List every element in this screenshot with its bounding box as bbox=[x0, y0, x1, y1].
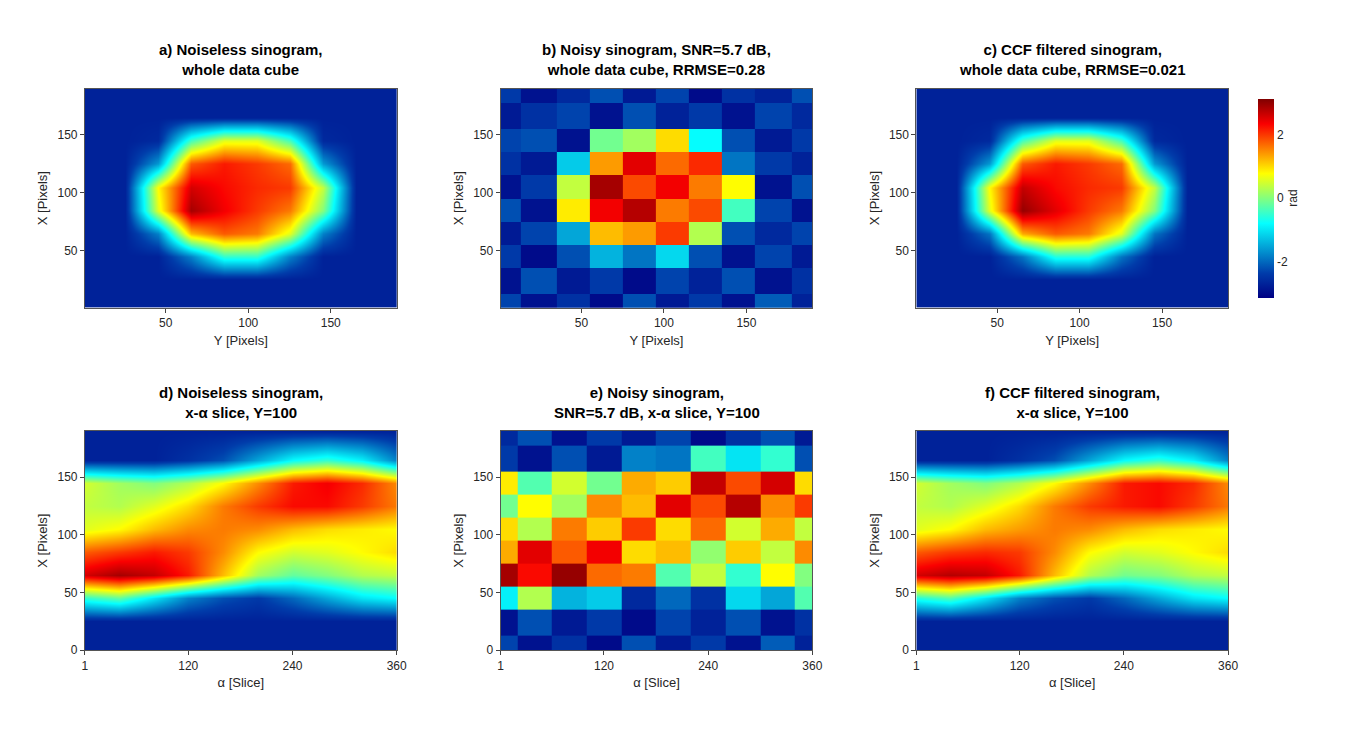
svg-text:α [Slice]: α [Slice] bbox=[218, 675, 265, 690]
svg-text:1: 1 bbox=[497, 659, 504, 673]
svg-text:120: 120 bbox=[594, 659, 614, 673]
svg-text:240: 240 bbox=[1114, 659, 1134, 673]
svg-text:b) Noisy sinogram, SNR=5.7 dB,: b) Noisy sinogram, SNR=5.7 dB,whole data… bbox=[542, 41, 771, 78]
svg-text:-2: -2 bbox=[1277, 255, 1288, 269]
svg-text:0: 0 bbox=[487, 643, 494, 657]
svg-text:X [Pixels]: X [Pixels] bbox=[35, 514, 50, 568]
svg-text:Y [Pixels]: Y [Pixels] bbox=[214, 333, 268, 348]
svg-text:X [Pixels]: X [Pixels] bbox=[451, 514, 466, 568]
svg-text:100: 100 bbox=[238, 316, 258, 330]
svg-text:100: 100 bbox=[473, 186, 493, 200]
svg-text:1: 1 bbox=[82, 659, 89, 673]
svg-text:X [Pixels]: X [Pixels] bbox=[867, 171, 882, 225]
svg-text:360: 360 bbox=[802, 659, 822, 673]
svg-text:Y [Pixels]: Y [Pixels] bbox=[1045, 333, 1099, 348]
svg-text:100: 100 bbox=[1070, 316, 1090, 330]
svg-text:50: 50 bbox=[480, 244, 494, 258]
svg-text:50: 50 bbox=[896, 586, 910, 600]
svg-text:150: 150 bbox=[889, 470, 909, 484]
svg-text:f) CCF filtered sinogram,x-α s: f) CCF filtered sinogram,x-α slice, Y=10… bbox=[985, 384, 1160, 421]
svg-text:α [Slice]: α [Slice] bbox=[633, 675, 680, 690]
svg-text:1: 1 bbox=[913, 659, 920, 673]
svg-text:50: 50 bbox=[480, 586, 494, 600]
svg-text:Y [Pixels]: Y [Pixels] bbox=[630, 333, 684, 348]
svg-text:150: 150 bbox=[321, 316, 341, 330]
svg-text:100: 100 bbox=[889, 528, 909, 542]
svg-text:2: 2 bbox=[1277, 128, 1284, 142]
svg-text:e) Noisy sinogram,SNR=5.7 dB,: e) Noisy sinogram,SNR=5.7 dB, x-α slice,… bbox=[554, 384, 760, 421]
svg-text:100: 100 bbox=[654, 316, 674, 330]
svg-text:50: 50 bbox=[64, 586, 78, 600]
svg-text:100: 100 bbox=[889, 186, 909, 200]
svg-text:150: 150 bbox=[1152, 316, 1172, 330]
svg-text:100: 100 bbox=[58, 528, 78, 542]
svg-text:α [Slice]: α [Slice] bbox=[1049, 675, 1096, 690]
svg-text:240: 240 bbox=[698, 659, 718, 673]
svg-text:X [Pixels]: X [Pixels] bbox=[867, 514, 882, 568]
svg-text:0: 0 bbox=[71, 643, 78, 657]
svg-text:360: 360 bbox=[1218, 659, 1238, 673]
svg-text:150: 150 bbox=[58, 470, 78, 484]
svg-text:d) Noiseless sinogram,x-α slic: d) Noiseless sinogram,x-α slice, Y=100 bbox=[159, 384, 323, 421]
svg-text:50: 50 bbox=[64, 244, 78, 258]
svg-text:rad: rad bbox=[1286, 189, 1300, 206]
svg-text:150: 150 bbox=[473, 128, 493, 142]
svg-text:360: 360 bbox=[387, 659, 407, 673]
svg-text:150: 150 bbox=[736, 316, 756, 330]
svg-text:0: 0 bbox=[1277, 191, 1284, 205]
svg-text:X [Pixels]: X [Pixels] bbox=[451, 171, 466, 225]
svg-text:120: 120 bbox=[178, 659, 198, 673]
svg-text:240: 240 bbox=[282, 659, 302, 673]
svg-text:a) Noiseless sinogram,whole da: a) Noiseless sinogram,whole data cube bbox=[159, 41, 322, 78]
svg-text:50: 50 bbox=[575, 316, 589, 330]
svg-text:100: 100 bbox=[473, 528, 493, 542]
svg-text:150: 150 bbox=[58, 128, 78, 142]
svg-text:150: 150 bbox=[889, 128, 909, 142]
svg-text:50: 50 bbox=[990, 316, 1004, 330]
svg-text:100: 100 bbox=[58, 186, 78, 200]
svg-text:50: 50 bbox=[896, 244, 910, 258]
svg-text:120: 120 bbox=[1010, 659, 1030, 673]
svg-text:150: 150 bbox=[473, 470, 493, 484]
svg-text:X [Pixels]: X [Pixels] bbox=[35, 171, 50, 225]
svg-text:50: 50 bbox=[159, 316, 173, 330]
svg-text:0: 0 bbox=[902, 643, 909, 657]
svg-text:c) CCF filtered sinogram,whole: c) CCF filtered sinogram,whole data cube… bbox=[959, 41, 1186, 78]
